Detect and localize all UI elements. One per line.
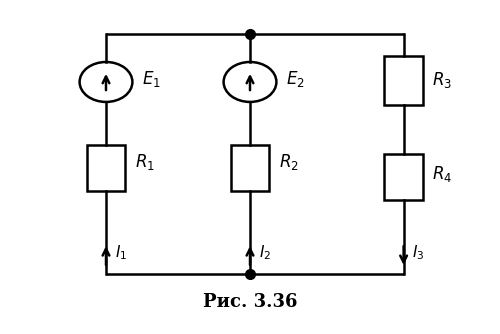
Text: Рис. 3.36: Рис. 3.36 <box>203 293 297 311</box>
Text: $R_3$: $R_3$ <box>432 70 452 91</box>
Text: $E_2$: $E_2$ <box>286 69 305 89</box>
Bar <box>384 154 423 200</box>
Bar <box>384 56 423 105</box>
Text: $R_4$: $R_4$ <box>432 164 452 184</box>
Text: $I_2$: $I_2$ <box>258 243 271 262</box>
Text: $R_2$: $R_2$ <box>279 152 298 172</box>
Text: $R_1$: $R_1$ <box>135 152 154 172</box>
Text: $I_3$: $I_3$ <box>412 243 424 262</box>
Bar <box>87 145 125 191</box>
Bar <box>231 145 269 191</box>
Text: $E_1$: $E_1$ <box>142 69 161 89</box>
Text: $I_1$: $I_1$ <box>114 243 127 262</box>
